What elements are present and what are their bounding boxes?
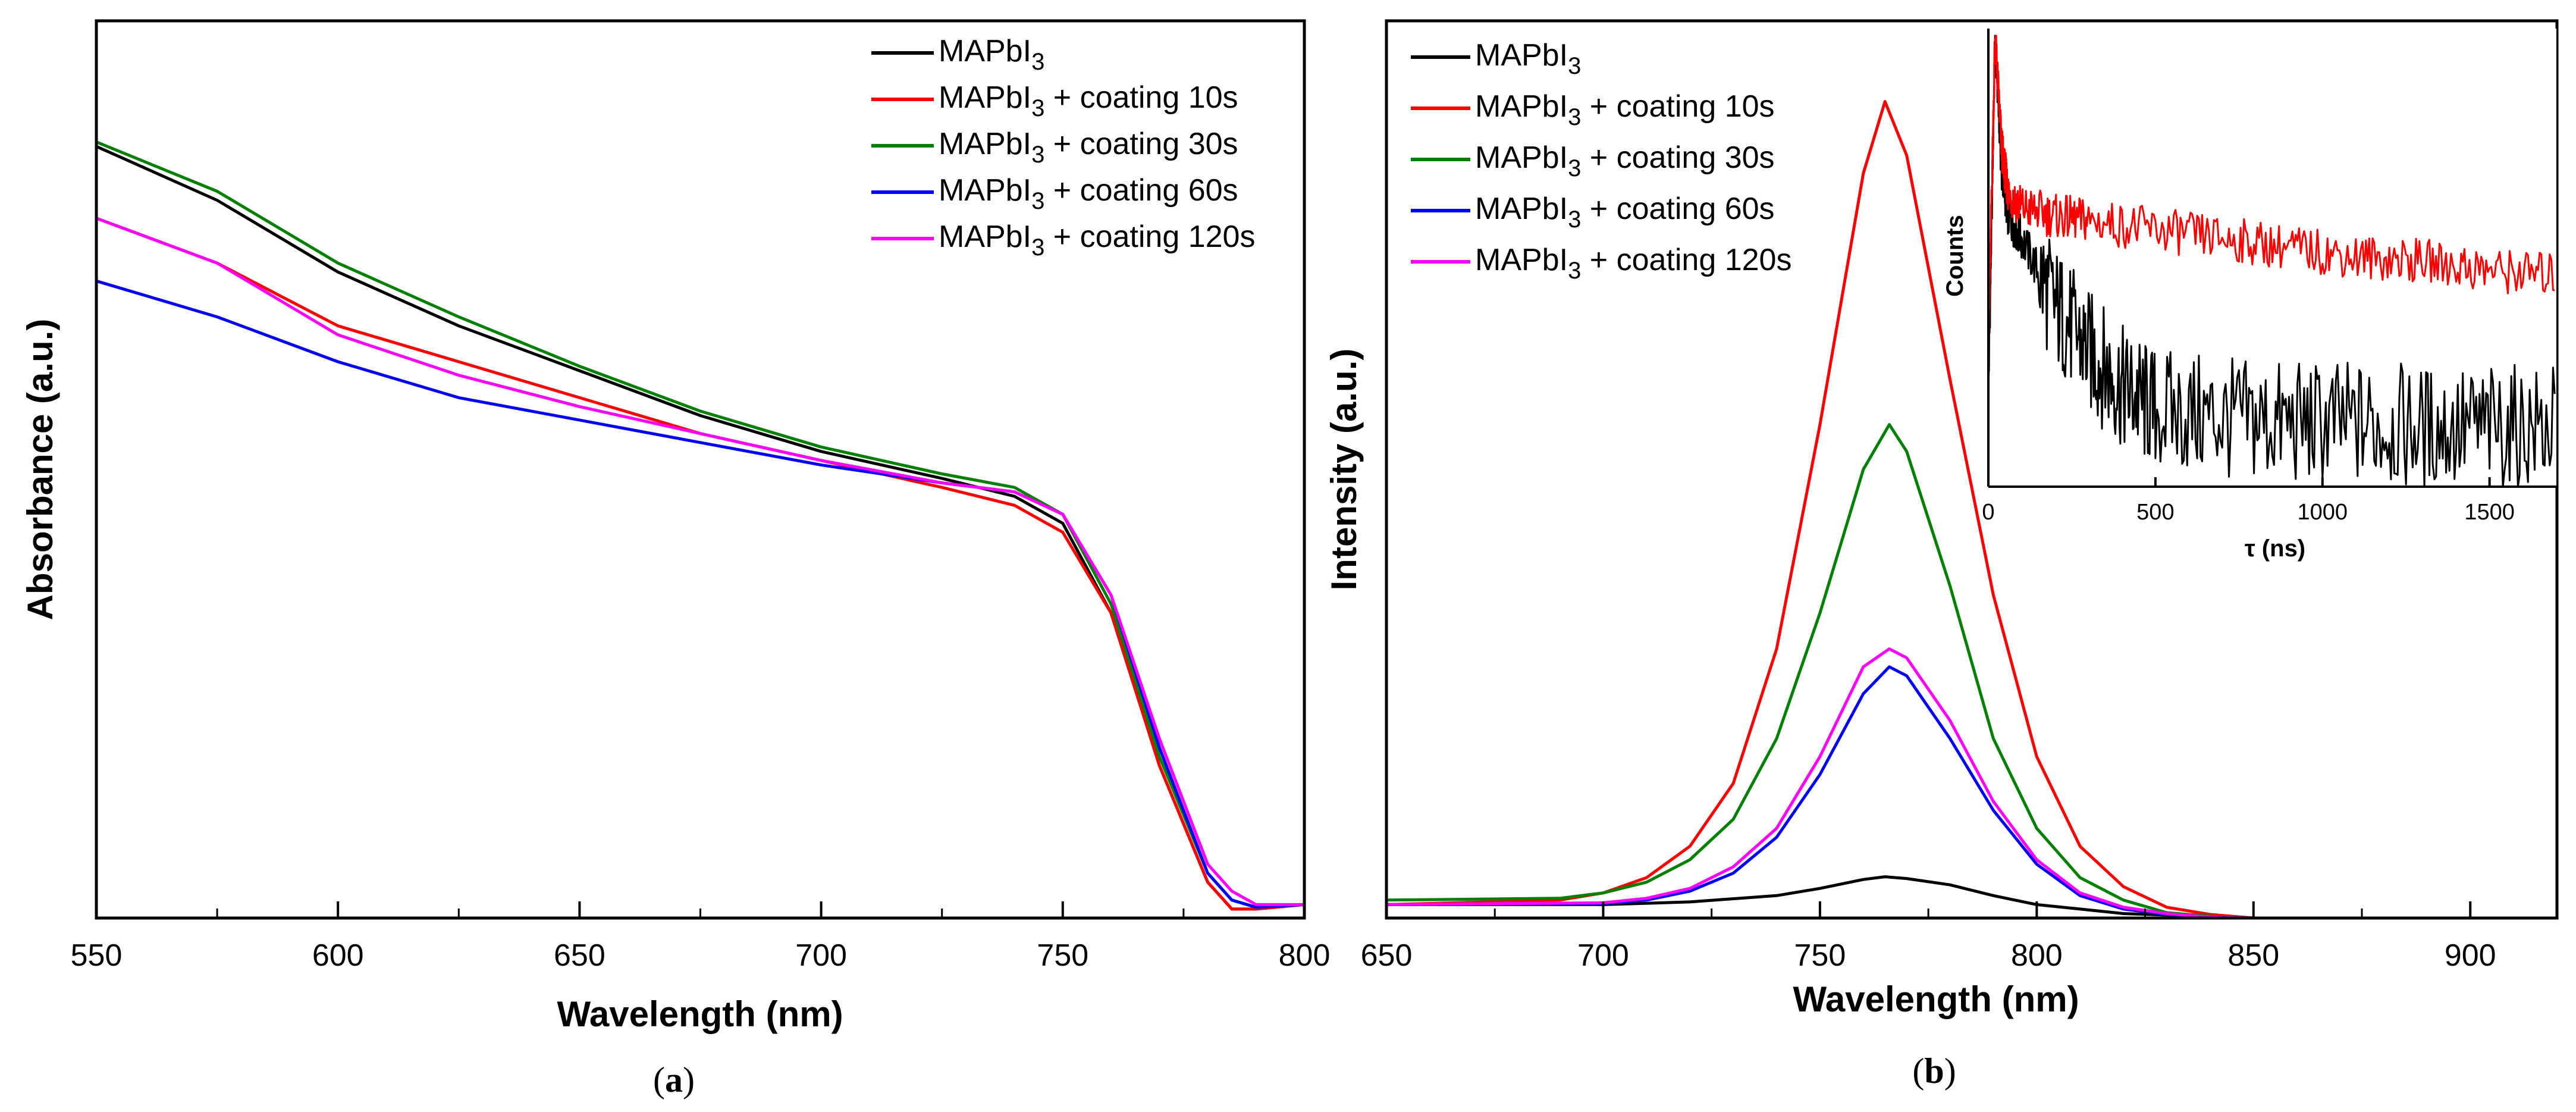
panel-b-tick-label: 700 <box>1577 938 1629 973</box>
inset-tick-label: 0 <box>1982 500 1994 525</box>
panel-b-y-axis-label: Intensity (a.u.) <box>1324 349 1364 591</box>
panel-b-tick-label: 750 <box>1794 938 1846 973</box>
inset-tick-label: 1000 <box>2297 500 2348 525</box>
panel-a-legend-label: MAPbI3 + coating 10s <box>939 80 1238 121</box>
inset-tick-label: 500 <box>2136 500 2174 525</box>
panel-a-x-ticks: 550 600 650 700 750 800 <box>71 901 1331 973</box>
panel-b-legend-label: MAPbI3 + coating 60s <box>1475 192 1775 233</box>
panel-a-x-axis-label: Wavelength (nm) <box>557 994 843 1034</box>
panel-b-pl-chart: 650 700 750 800 850 900 MAPbI3 MAPbI3 + coatin… <box>1324 19 2559 1091</box>
panel-b-legend-label: MAPbI3 + coating 10s <box>1475 89 1775 130</box>
panel-a-tick-label: 650 <box>554 938 605 973</box>
panel-b-x-ticks: 650 700 750 800 850 900 <box>1361 901 2496 973</box>
panel-b-label: (b) <box>1912 1051 1956 1091</box>
panel-b-legend-label: MAPbI3 + coating 120s <box>1475 243 1791 284</box>
panel-a-legend-label: MAPbI3 <box>939 34 1044 75</box>
panel-a-tick-label: 750 <box>1037 938 1088 973</box>
panel-b-series-line-1 <box>1386 875 2557 920</box>
panel-b-series-line-5 <box>1386 647 2557 920</box>
panel-a-y-axis-label: Absorbance (a.u.) <box>20 319 60 621</box>
panel-b-tick-label: 650 <box>1361 938 1413 973</box>
panel-a-legend-label: MAPbI3 + coating 60s <box>939 173 1238 214</box>
panel-b-series-line-2 <box>1386 100 2557 920</box>
inset-tick-label: 1500 <box>2464 500 2515 525</box>
panel-b-legend-label: MAPbI3 + coating 30s <box>1475 140 1775 181</box>
panel-b-plot-frame <box>1385 19 2559 920</box>
panel-a-tick-label: 600 <box>312 938 364 973</box>
inset-x-axis-label: τ (ns) <box>2245 535 2305 562</box>
panel-a-legend-label: MAPbI3 + coating 30s <box>939 127 1238 168</box>
panel-b-series-line-3 <box>1386 423 2557 920</box>
panel-a-label: (a) <box>653 1060 695 1100</box>
panel-b-series-lines <box>1386 100 2557 920</box>
panel-a-absorbance-chart: 550 600 650 700 750 800 MAPbI3 MAPbI3 + coatin… <box>20 19 1331 1100</box>
panel-a-series-lines <box>95 140 1305 911</box>
panel-a-tick-label: 700 <box>795 938 847 973</box>
panel-a-legend: MAPbI3 MAPbI3 + coating 10s MAPbI3 + coati… <box>871 34 1255 261</box>
panel-b-legend-label: MAPbI3 <box>1475 38 1581 79</box>
panel-a-tick-label: 800 <box>1279 938 1331 973</box>
panel-a-tick-label: 550 <box>71 938 123 973</box>
inset-x-ticks: 0 500 1000 1500 <box>1982 477 2515 525</box>
panel-a-series-line-2 <box>96 217 1305 911</box>
inset-y-axis-label: Counts <box>1942 215 1968 297</box>
panel-a-series-line-5 <box>96 217 1304 906</box>
panel-b-legend: MAPbI3 MAPbI3 + coating 10s MAPbI3 + coati… <box>1411 38 1791 284</box>
panel-b-x-axis-label: Wavelength (nm) <box>1793 979 2079 1019</box>
panel-b-tick-label: 800 <box>2011 938 2063 973</box>
panel-b-tick-label: 900 <box>2445 938 2496 973</box>
panel-a-legend-label: MAPbI3 + coating 120s <box>939 220 1255 261</box>
panel-b-tick-label: 850 <box>2227 938 2279 973</box>
inset-series-line-2 <box>1987 35 2555 373</box>
panel-b-inset-decay-chart: 0 500 1000 1500 τ (ns) Counts <box>1942 29 2556 562</box>
inset-series-lines <box>1987 35 2556 488</box>
